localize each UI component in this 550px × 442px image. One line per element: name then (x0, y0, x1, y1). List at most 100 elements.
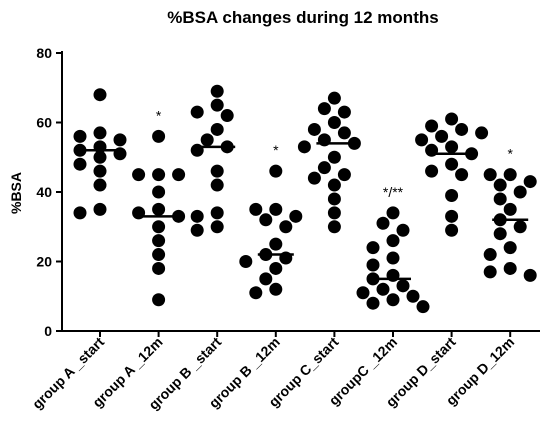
data-point (297, 140, 311, 154)
data-point (152, 234, 166, 248)
data-point (317, 102, 331, 116)
data-point (396, 279, 410, 293)
data-point (210, 98, 224, 112)
data-point (307, 122, 321, 136)
data-point (210, 206, 224, 220)
group-6 (415, 112, 489, 337)
data-point (152, 185, 166, 199)
data-point (190, 209, 204, 223)
data-point (269, 261, 283, 275)
y-tick-label: 60 (36, 115, 52, 131)
data-point (289, 209, 303, 223)
data-point (416, 300, 430, 314)
data-point (465, 147, 479, 161)
data-point (307, 171, 321, 185)
y-ticks: 0 20 40 60 80 (36, 45, 62, 339)
data-point (366, 258, 380, 272)
data-point (327, 150, 341, 164)
data-point (415, 133, 429, 147)
data-point (259, 272, 273, 286)
data-point (73, 157, 87, 171)
data-point (386, 206, 400, 220)
axes (61, 51, 540, 332)
data-point (445, 223, 459, 237)
data-point (239, 255, 253, 268)
data-point (259, 213, 273, 227)
data-point (249, 286, 263, 300)
data-point (513, 220, 527, 234)
data-point (113, 133, 127, 147)
data-point (337, 105, 351, 119)
data-point (317, 161, 331, 175)
data-point (356, 286, 370, 300)
data-point (366, 241, 380, 255)
y-tick-label: 20 (36, 254, 52, 270)
data-point (132, 168, 146, 182)
chart-title: %BSA changes during 12 months (167, 8, 438, 27)
data-point (152, 129, 166, 143)
data-point (152, 261, 166, 275)
data-point (493, 192, 507, 206)
data-point (269, 282, 283, 296)
data-point (425, 164, 439, 178)
data-point (347, 136, 361, 150)
data-point (152, 293, 166, 307)
group-0 (73, 88, 127, 337)
y-tick-label: 80 (36, 45, 52, 61)
data-point (503, 241, 517, 255)
data-point (493, 178, 507, 192)
data-point (327, 192, 341, 206)
data-point (503, 202, 517, 216)
data-point (503, 261, 517, 275)
data-point (483, 248, 497, 262)
significance-annotation: * (273, 142, 279, 158)
data-point (445, 112, 459, 126)
data-point (327, 206, 341, 220)
data-point (523, 268, 537, 282)
group-2 (190, 84, 236, 337)
data-point (210, 220, 224, 234)
group-1: * (132, 107, 186, 337)
data-point (152, 202, 166, 216)
data-point (172, 209, 186, 223)
data-point (327, 116, 341, 129)
y-axis-label: %BSA (8, 172, 24, 214)
data-point (279, 220, 293, 234)
data-point (513, 185, 527, 199)
data-point (93, 178, 107, 192)
data-point (376, 282, 390, 296)
data-point (93, 150, 107, 164)
data-point (73, 206, 87, 220)
data-point (455, 122, 469, 136)
data-point (327, 91, 341, 105)
data-point (337, 168, 351, 182)
data-point (190, 105, 204, 119)
data-point (376, 216, 390, 230)
data-point (93, 126, 107, 140)
data-point (152, 248, 166, 262)
data-point (455, 168, 469, 182)
data-point (445, 140, 459, 154)
data-point (327, 178, 341, 192)
data-point (73, 129, 87, 143)
data-point (93, 88, 107, 102)
data-point (366, 272, 380, 286)
data-point (200, 133, 214, 147)
data-point (475, 126, 489, 140)
data-point (152, 220, 166, 234)
data-point (483, 168, 497, 182)
data-point (269, 202, 283, 216)
significance-annotation: */** (383, 184, 404, 200)
data-point (366, 296, 380, 310)
data-point (210, 178, 224, 192)
y-tick-label: 40 (36, 184, 52, 200)
data-point (425, 119, 439, 133)
data-point (269, 164, 283, 178)
data-point (406, 289, 420, 303)
data-point (152, 168, 166, 182)
data-point (337, 126, 351, 140)
data-point (435, 129, 449, 143)
group-5: */** (356, 184, 430, 337)
